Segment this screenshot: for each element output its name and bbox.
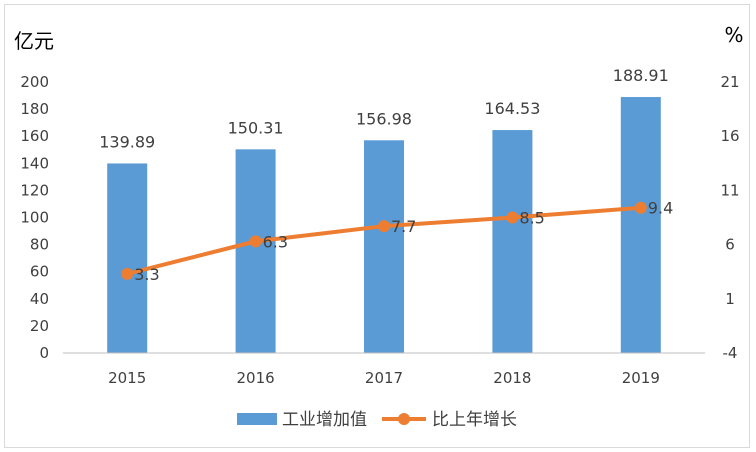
line-point [506, 211, 519, 224]
right-tick-label: -4 [723, 344, 738, 362]
line-data-label: 9.4 [648, 199, 673, 218]
right-tick-label: 16 [720, 127, 739, 145]
bar-data-label: 156.98 [356, 109, 412, 128]
legend-label-bar: 工业增加值 [282, 410, 367, 430]
left-tick-label: 180 [20, 100, 49, 118]
line-series [121, 201, 647, 280]
bar [492, 130, 533, 353]
x-axis-ticks: 2015 2016 2017 2018 2019 [108, 369, 660, 387]
line-point [378, 220, 390, 233]
left-tick-label: 140 [20, 154, 49, 172]
line-data-label: 6.3 [263, 232, 288, 251]
bar-series [107, 97, 661, 353]
left-tick-label: 0 [39, 344, 49, 362]
legend: 工业增加值 比上年增长 [237, 410, 517, 430]
left-tick-label: 100 [20, 209, 49, 227]
left-tick-label: 160 [20, 127, 49, 145]
right-axis-unit: % [724, 23, 743, 47]
bar-data-label: 188.91 [613, 66, 669, 85]
legend-swatch-bar [237, 413, 277, 425]
left-axis-unit: 亿元 [14, 29, 54, 53]
line-point [121, 267, 134, 280]
bar-data-label: 150.31 [228, 118, 284, 137]
x-tick-label: 2017 [365, 369, 403, 387]
x-tick-label: 2018 [493, 369, 531, 387]
left-axis-ticks: 0 20 40 60 80 100 120 140 160 180 200 [20, 73, 49, 362]
x-tick-label: 2019 [622, 369, 660, 387]
bar [620, 97, 661, 353]
left-tick-label: 60 [30, 263, 49, 281]
right-tick-label: 11 [720, 181, 739, 199]
left-tick-label: 80 [30, 236, 49, 254]
right-tick-label: 21 [720, 73, 739, 91]
legend-swatch-marker [398, 413, 410, 425]
bar [235, 149, 276, 353]
right-tick-label: 1 [725, 290, 735, 308]
line-point [634, 201, 647, 214]
line-point [249, 235, 262, 248]
bar-data-labels: 139.89 150.31 156.98 164.53 188.91 [99, 66, 669, 151]
bar-data-label: 139.89 [99, 132, 155, 151]
line-data-labels: 3.3 6.3 7.7 8.5 9.4 [134, 199, 673, 284]
left-tick-label: 20 [30, 317, 49, 335]
legend-label-line: 比上年增长 [432, 410, 517, 430]
left-tick-label: 40 [30, 290, 49, 308]
bar-data-label: 164.53 [484, 99, 540, 118]
left-tick-label: 200 [20, 73, 49, 91]
bar [364, 140, 404, 353]
left-tick-label: 120 [20, 181, 49, 199]
line-data-label: 7.7 [391, 217, 416, 236]
x-tick-label: 2015 [108, 369, 146, 387]
x-tick-label: 2016 [237, 369, 275, 387]
line-data-label: 8.5 [519, 209, 544, 228]
right-tick-label: 6 [725, 236, 735, 254]
line-data-label: 3.3 [134, 265, 159, 284]
bar [107, 163, 148, 353]
